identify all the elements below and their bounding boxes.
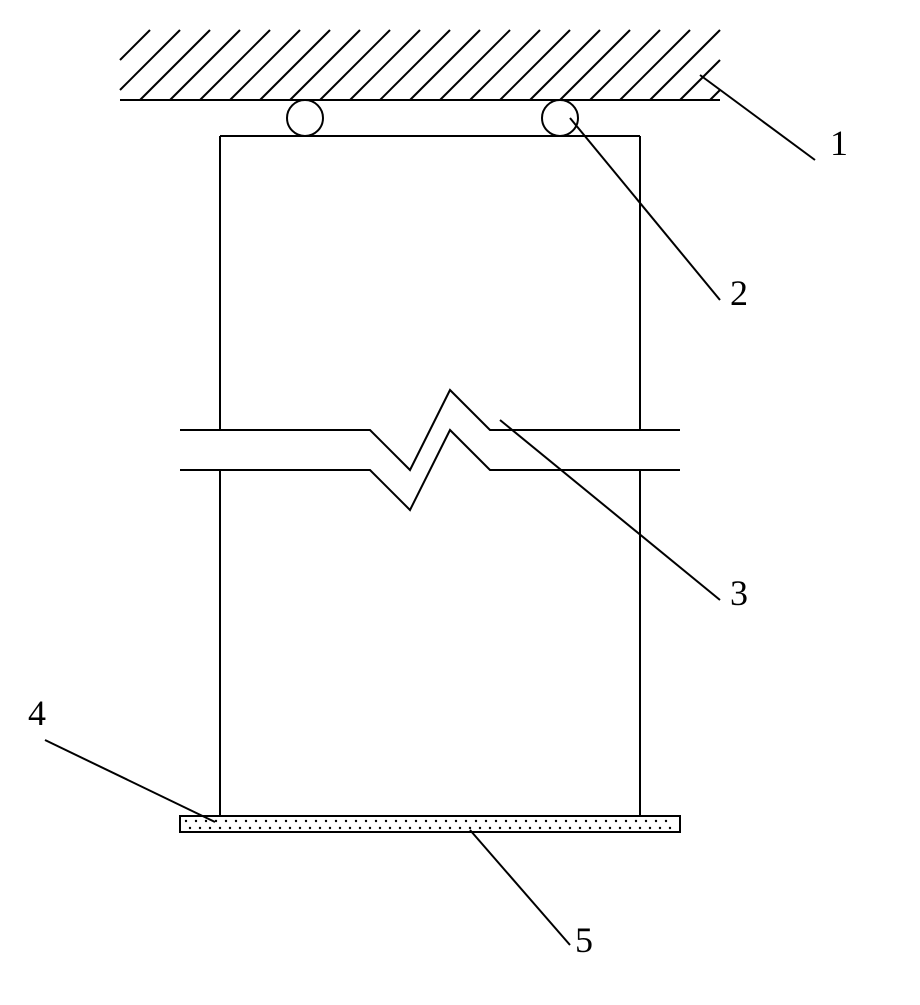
label-1: 1 [830,123,848,163]
diagram-svg: 1 2 3 4 5 [0,0,920,1000]
label-4: 4 [28,693,46,733]
technical-diagram: 1 2 3 4 5 [0,0,920,1000]
label-5: 5 [575,920,593,960]
label-3: 3 [730,573,748,613]
label-2: 2 [730,273,748,313]
